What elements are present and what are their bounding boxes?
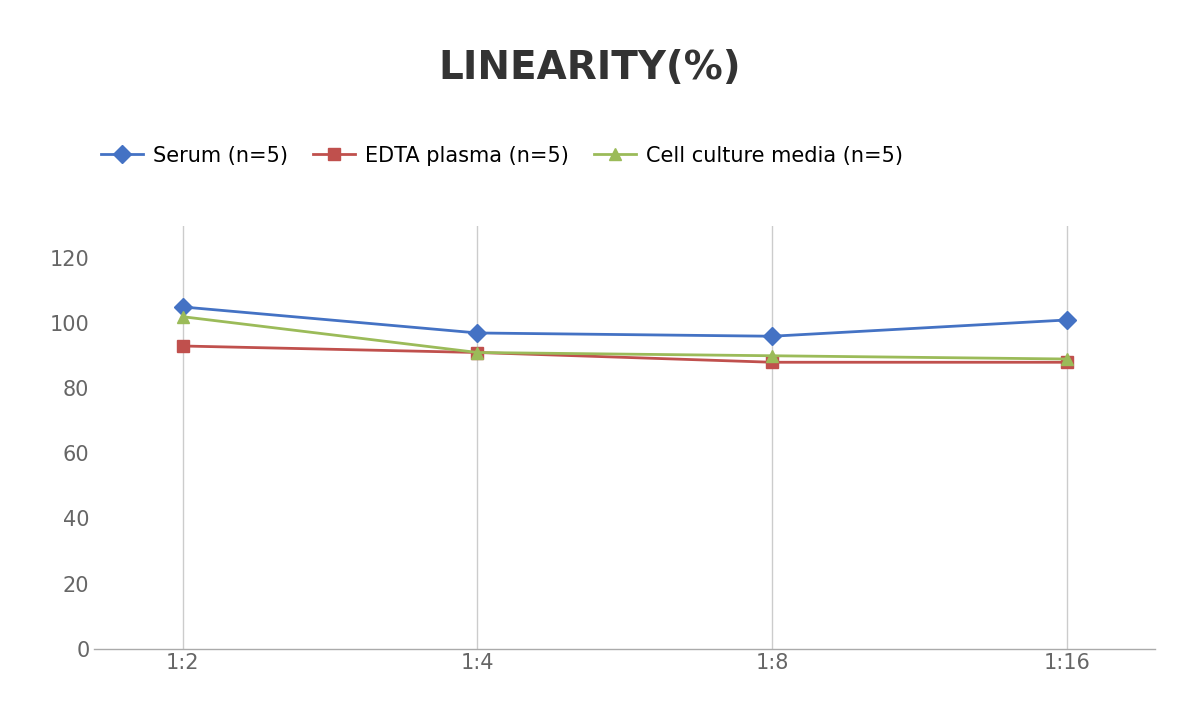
Text: LINEARITY(%): LINEARITY(%) xyxy=(439,49,740,87)
Line: Serum (n=5): Serum (n=5) xyxy=(177,301,1073,343)
EDTA plasma (n=5) xyxy=(765,358,779,367)
Cell culture media (n=5) xyxy=(470,348,485,357)
EDTA plasma (n=5) xyxy=(176,342,190,350)
Serum (n=5) xyxy=(1060,316,1074,324)
Cell culture media (n=5) xyxy=(1060,355,1074,363)
Serum (n=5) xyxy=(765,332,779,341)
EDTA plasma (n=5) xyxy=(470,348,485,357)
Serum (n=5) xyxy=(176,302,190,311)
Cell culture media (n=5) xyxy=(176,312,190,321)
Line: Cell culture media (n=5): Cell culture media (n=5) xyxy=(177,310,1073,365)
Line: EDTA plasma (n=5): EDTA plasma (n=5) xyxy=(177,340,1073,369)
Legend: Serum (n=5), EDTA plasma (n=5), Cell culture media (n=5): Serum (n=5), EDTA plasma (n=5), Cell cul… xyxy=(93,137,911,174)
Cell culture media (n=5) xyxy=(765,352,779,360)
Serum (n=5) xyxy=(470,329,485,337)
EDTA plasma (n=5) xyxy=(1060,358,1074,367)
